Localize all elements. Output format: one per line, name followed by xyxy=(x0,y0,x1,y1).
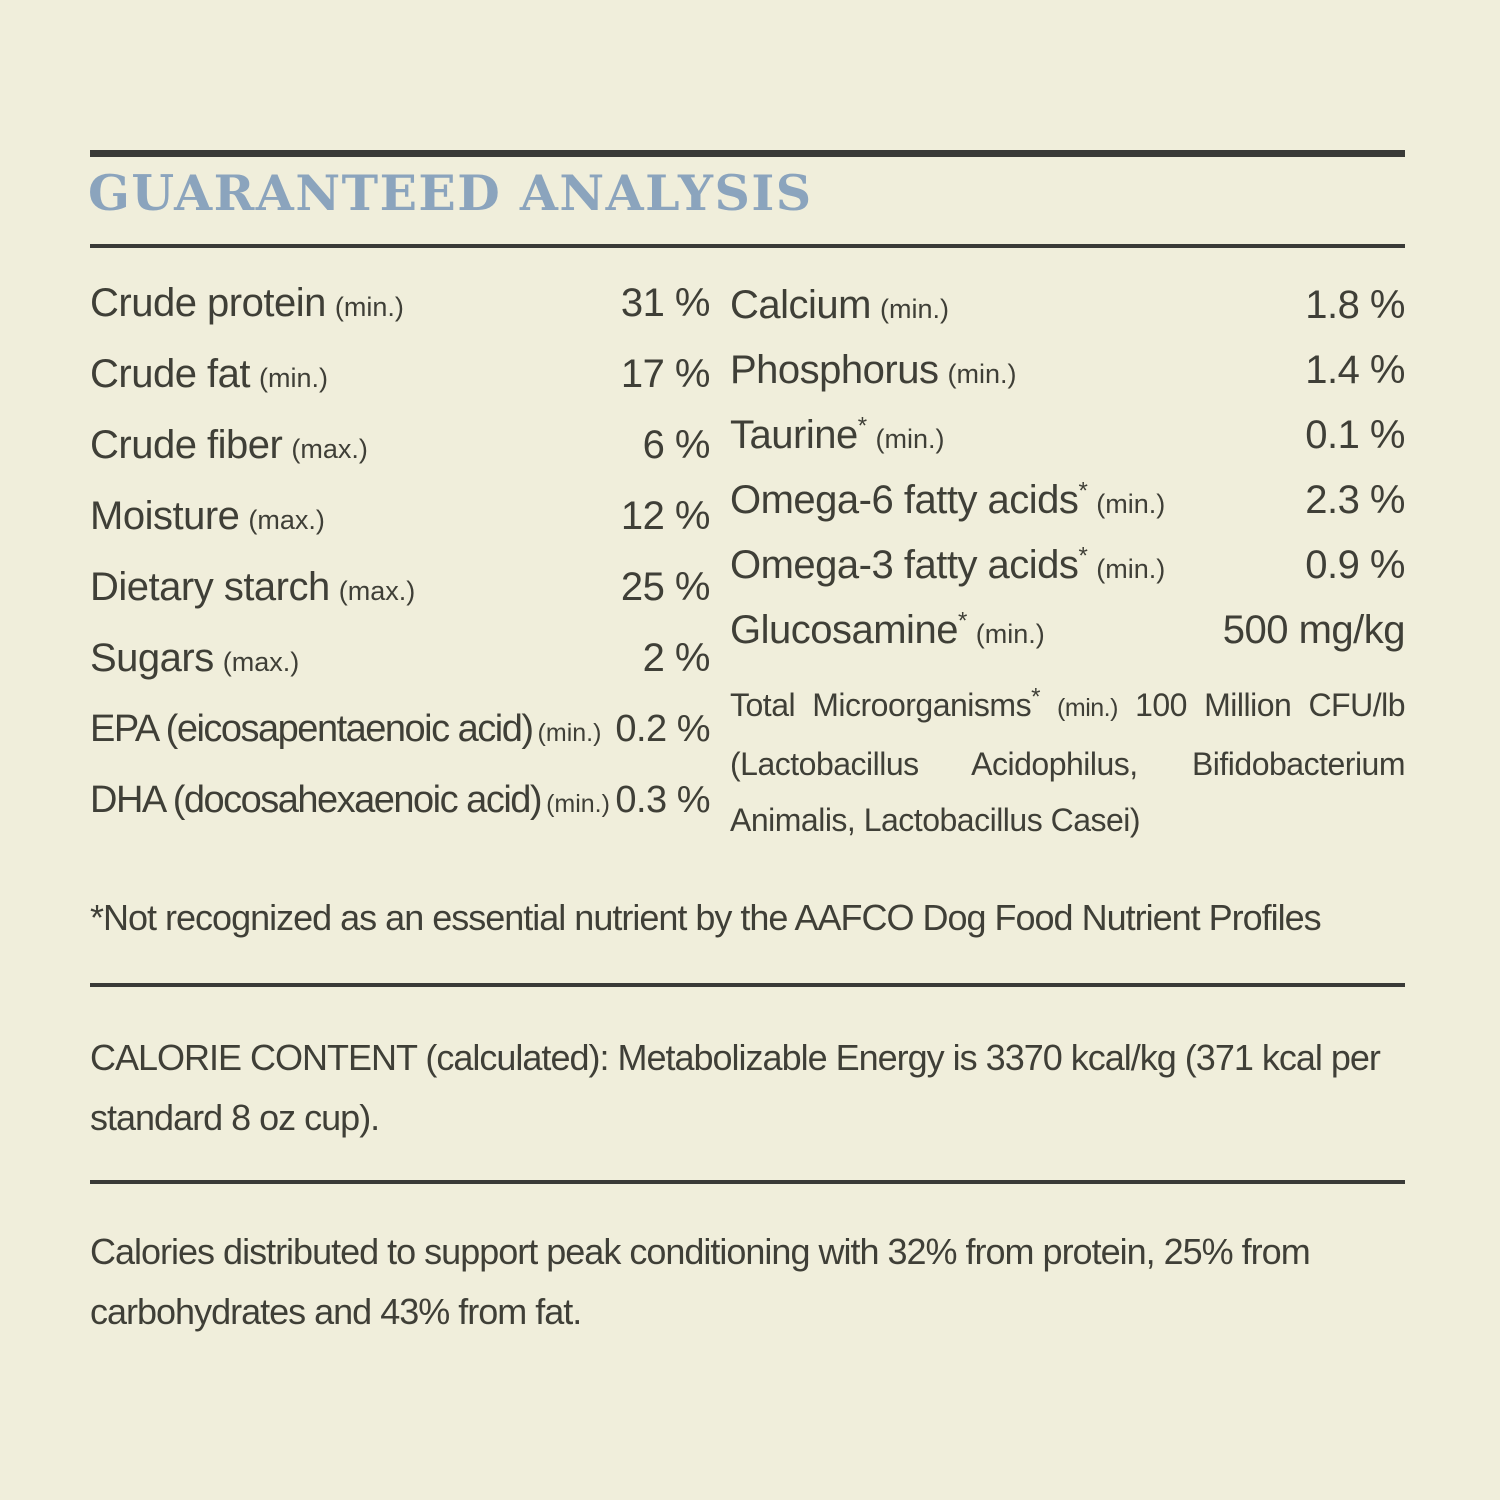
nutrient-label: Crude fat xyxy=(90,352,251,396)
nutrient-name: Phosphorus (min.) xyxy=(730,348,1016,393)
asterisk-marker: * xyxy=(857,412,867,440)
nutrient-value: 17 % xyxy=(620,352,711,396)
nutrient-qualifier: (min.) xyxy=(334,292,404,322)
nutrient-value: 2.3 % xyxy=(1305,478,1405,522)
nutrient-label: EPA (eicosapentaenoic acid) xyxy=(90,708,534,750)
nutrient-value: 500 mg/kg xyxy=(1222,608,1406,652)
nutrient-label-text: Omega-6 fatty acids xyxy=(730,478,1079,522)
nutrient-label: Total Microorganisms* xyxy=(730,685,1040,723)
nutrient-name: Dietary starch (max.) xyxy=(90,565,415,610)
nutrient-name: EPA (eicosapentaenoic acid) (min.) xyxy=(90,708,601,751)
analysis-row: Glucosamine* (min.) 500 mg/kg xyxy=(730,598,1406,663)
nutrient-qualifier: (max.) xyxy=(248,505,325,535)
nutrient-label-text: Omega-3 fatty acids xyxy=(730,543,1079,587)
analysis-table: Crude protein (min.) 31 % Crude fat (min.)… xyxy=(90,268,1406,848)
nutrient-qualifier: (max.) xyxy=(338,576,416,606)
nutrient-qualifier: (max.) xyxy=(291,434,368,464)
nutrient-name: Crude fiber (max.) xyxy=(90,423,368,468)
nutrient-qualifier: (min.) xyxy=(879,294,949,324)
calorie-divider xyxy=(90,1180,1405,1184)
nutrient-name: Glucosamine* (min.) xyxy=(730,608,1045,653)
nutrient-qualifier: (min.) xyxy=(1096,489,1166,519)
nutrient-label: Omega-3 fatty acids* xyxy=(730,542,1088,587)
nutrient-value: 31 % xyxy=(620,281,711,325)
footnote-divider xyxy=(90,983,1405,987)
nutrient-value: 1.8 % xyxy=(1305,283,1405,327)
analysis-row: Omega-6 fatty acids* (min.) 2.3 % xyxy=(730,468,1405,533)
analysis-row: Omega-3 fatty acids* (min.) 0.9 % xyxy=(730,533,1405,598)
nutrient-qualifier: (min.) xyxy=(259,363,329,393)
asterisk-marker: * xyxy=(957,607,967,635)
nutrient-label: Crude fiber xyxy=(90,423,283,467)
analysis-row: Crude fat (min.) 17 % xyxy=(90,339,711,410)
analysis-column-left: Crude protein (min.) 31 % Crude fat (min.)… xyxy=(90,268,711,848)
analysis-row: Dietary starch (max.) 25 % xyxy=(90,552,711,623)
nutrient-value: 0.3 % xyxy=(615,779,710,821)
nutrient-name: Moisture (max.) xyxy=(90,494,325,539)
nutrient-qualifier: (min.) xyxy=(975,619,1045,649)
asterisk-marker: * xyxy=(1078,542,1088,570)
nutrient-label: Dietary starch xyxy=(90,565,330,609)
nutrient-label: Calcium xyxy=(730,283,871,327)
nutrient-value: 25 % xyxy=(620,565,711,609)
nutrient-qualifier: (min.) xyxy=(875,424,945,454)
nutrient-value: 2 % xyxy=(642,636,711,680)
nutrient-value: 0.2 % xyxy=(615,708,710,750)
nutrient-value: 0.9 % xyxy=(1305,543,1405,587)
nutrient-value: 1.4 % xyxy=(1305,348,1405,392)
nutrient-name: Crude fat (min.) xyxy=(90,352,328,397)
nutrient-name: Calcium (min.) xyxy=(730,283,949,328)
nutrient-label: Taurine* xyxy=(730,413,867,457)
calorie-content-text: CALORIE CONTENT (calculated): Metaboliza… xyxy=(90,1037,1381,1138)
analysis-row: Sugars (max.) 2 % xyxy=(90,623,711,694)
top-divider xyxy=(90,150,1405,157)
nutrient-value: 6 % xyxy=(642,423,711,467)
nutrient-qualifier: (max.) xyxy=(222,647,300,677)
nutrient-value: 12 % xyxy=(620,494,711,538)
microorganisms-block: Total Microorganisms* (min.) 100 Million… xyxy=(730,677,1406,848)
nutrient-label-text: Glucosamine xyxy=(730,608,958,652)
nutrient-name: Sugars (max.) xyxy=(90,636,299,681)
analysis-column-right: Calcium (min.) 1.8 % Phosphorus (min.) 1.4… xyxy=(730,268,1406,848)
aafco-footnote: *Not recognized as an essential nutrient… xyxy=(90,897,1322,938)
analysis-row: Moisture (max.) 12 % xyxy=(90,481,711,552)
asterisk-marker: * xyxy=(1031,683,1040,711)
microorganisms-species-list: (Lactobacillus Acidophilus, Bifidobacter… xyxy=(730,746,1406,838)
nutrient-qualifier: (min.) xyxy=(947,359,1017,389)
nutrient-name: Omega-6 fatty acids* (min.) xyxy=(730,478,1165,523)
nutrient-value: 0.1 % xyxy=(1305,413,1405,457)
nutrient-label: Glucosamine* xyxy=(730,608,967,652)
nutrient-value: 100 Million CFU/lb xyxy=(1135,687,1405,723)
nutrient-label: DHA (docosahexaenoic acid) xyxy=(90,779,543,821)
analysis-row: DHA (docosahexaenoic acid) (min.) 0.3 % xyxy=(90,765,710,836)
asterisk-marker: * xyxy=(1078,477,1088,505)
nutrient-label-text: Total Microorganisms xyxy=(730,687,1032,723)
nutrient-label: Phosphorus xyxy=(730,348,939,392)
analysis-row: Crude fiber (max.) 6 % xyxy=(90,410,711,481)
nutrient-name: DHA (docosahexaenoic acid) (min.) xyxy=(90,779,610,822)
heading-divider xyxy=(90,244,1405,248)
analysis-row: Phosphorus (min.) 1.4 % xyxy=(730,338,1405,403)
nutrient-name: Crude protein (min.) xyxy=(90,281,404,326)
nutrient-label: Sugars xyxy=(90,636,214,680)
nutrient-label: Moisture xyxy=(90,494,240,538)
nutrient-label: Omega-6 fatty acids* xyxy=(730,477,1088,522)
nutrient-name: Taurine* (min.) xyxy=(730,413,945,458)
analysis-row: Crude protein (min.) 31 % xyxy=(90,268,711,339)
nutrient-label: Crude protein xyxy=(90,281,326,325)
nutrient-qualifier: (min.) xyxy=(537,719,602,747)
nutrient-qualifier: (min.) xyxy=(1057,694,1118,722)
calorie-distribution-text: Calories distributed to support peak con… xyxy=(90,1231,1311,1332)
analysis-row: EPA (eicosapentaenoic acid) (min.) 0.2 % xyxy=(90,694,710,765)
nutrient-qualifier: (min.) xyxy=(546,790,610,818)
nutrient-name: Omega-3 fatty acids* (min.) xyxy=(730,543,1165,588)
analysis-row: Calcium (min.) 1.8 % xyxy=(730,273,1405,338)
analysis-row: Taurine* (min.) 0.1 % xyxy=(730,403,1405,468)
nutrient-qualifier: (min.) xyxy=(1096,554,1166,584)
nutrient-label-text: Taurine xyxy=(730,413,858,457)
page-title: GUARANTEED ANALYSIS xyxy=(88,164,813,222)
